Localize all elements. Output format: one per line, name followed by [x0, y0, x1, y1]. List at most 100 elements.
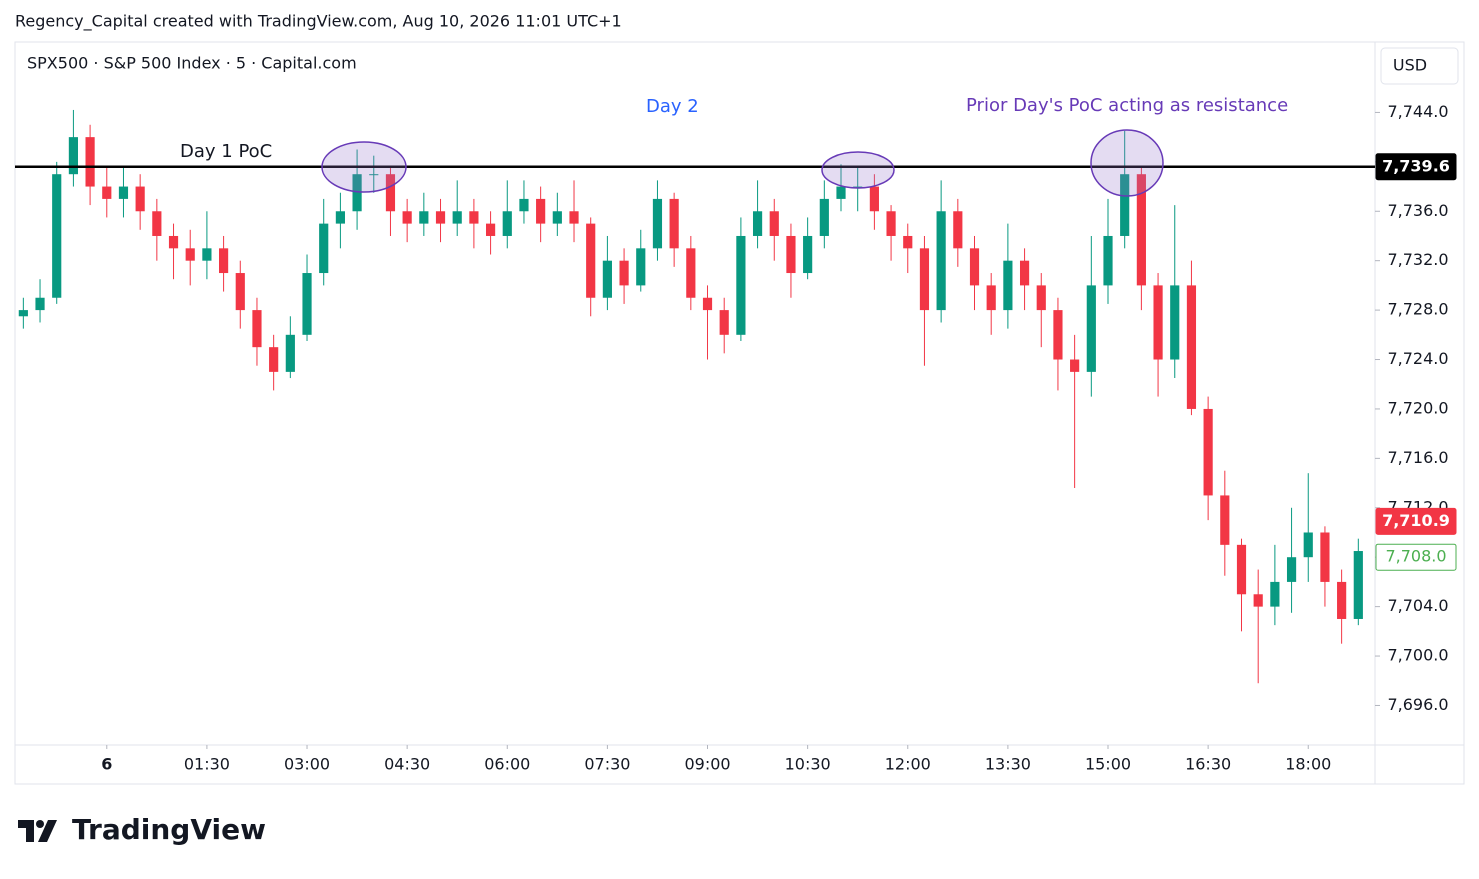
candle-body: [1036, 285, 1046, 311]
candle-body: [569, 211, 579, 224]
candle-body: [1270, 581, 1280, 607]
candle-body: [1003, 260, 1013, 311]
y-tick-label: 7,720.0: [1387, 398, 1448, 417]
x-tick-label: 04:30: [384, 755, 430, 774]
candle-body: [652, 198, 663, 249]
candle-body: [235, 273, 245, 311]
candle-body: [1220, 495, 1230, 545]
candle-body: [402, 211, 412, 224]
annotation: Day 1 PoC: [180, 141, 272, 162]
logo-text: TradingView: [72, 813, 266, 846]
annotation: Prior Day's PoC acting as resistance: [966, 95, 1288, 116]
candle-body: [85, 137, 95, 187]
candle-body: [185, 248, 195, 261]
y-tick-label: 7,744.0: [1387, 102, 1448, 121]
x-tick-label: 12:00: [885, 755, 931, 774]
y-tick-label: 7,696.0: [1387, 695, 1448, 714]
candle-body: [1153, 285, 1163, 360]
candle-body: [1203, 408, 1213, 496]
candle-body: [302, 273, 312, 335]
y-tick-label: 7,700.0: [1387, 646, 1448, 665]
credit: Regency_Capital created with TradingView…: [15, 12, 622, 32]
price-marker-label: 7,710.9: [1382, 511, 1450, 530]
x-tick-label: 18:00: [1285, 755, 1331, 774]
candle-body: [202, 248, 212, 261]
candle-body: [903, 235, 913, 249]
candle-body: [68, 137, 78, 175]
price-marker: [1375, 543, 1457, 571]
candle-body: [1120, 174, 1130, 236]
candle-body: [52, 174, 62, 298]
candle-body: [552, 211, 562, 224]
candle-body: [886, 211, 896, 236]
candle-body: [102, 186, 112, 199]
candle-body: [152, 211, 162, 236]
candle-body: [1019, 260, 1030, 286]
price-marker-label: 7,739.6: [1382, 156, 1450, 175]
y-tick-label: 7,704.0: [1387, 596, 1448, 615]
candle-body: [969, 248, 980, 286]
x-tick-label: 15:00: [1085, 755, 1131, 774]
candle-body: [252, 310, 262, 348]
x-tick-label: 06:00: [484, 755, 530, 774]
candle-body: [519, 198, 529, 212]
candle-body: [269, 347, 279, 372]
candle-body: [736, 235, 746, 335]
candle-body: [1136, 174, 1146, 286]
candle-body: [168, 235, 179, 249]
candle-body: [369, 174, 379, 176]
candle-body: [619, 260, 629, 286]
price-marker: [1375, 153, 1457, 181]
x-tick-label: 07:30: [584, 755, 630, 774]
y-tick-label: 7,732.0: [1387, 250, 1448, 269]
candle-body: [1286, 557, 1297, 582]
candle-body: [752, 211, 763, 236]
x-tick-label: 01:30: [184, 755, 230, 774]
candle-body: [1337, 581, 1347, 619]
candle-body: [803, 235, 813, 274]
candle-body: [452, 211, 462, 224]
annotation: Day 2: [646, 96, 699, 117]
candle-body: [719, 310, 729, 335]
candle-body: [1253, 594, 1263, 607]
candle-body: [919, 248, 930, 311]
candle-body: [702, 297, 713, 311]
plot: 7,696.07,700.07,704.07,708.07,712.07,716…: [15, 102, 1457, 774]
candle-body: [1086, 285, 1096, 372]
candle-body: [669, 198, 679, 249]
candle-body: [319, 223, 329, 274]
candle-body: [686, 248, 696, 298]
candle-body: [936, 211, 946, 311]
candle-body: [485, 223, 496, 236]
candle-body: [1170, 285, 1180, 360]
candle-body: [602, 260, 612, 298]
price-marker: [1375, 507, 1457, 535]
x-tick-label: 03:00: [284, 755, 330, 774]
candle-body: [1103, 235, 1113, 286]
candle-body: [953, 211, 963, 249]
candle-body: [385, 174, 396, 212]
candle-body: [853, 186, 863, 188]
candle-body: [986, 285, 996, 311]
highlight-ellipse: [321, 141, 407, 193]
x-tick-label: 16:30: [1185, 755, 1231, 774]
candle-body: [536, 198, 546, 224]
candle-body: [636, 248, 646, 286]
candle-body: [769, 211, 779, 236]
highlight-ellipse: [1090, 129, 1164, 197]
chart-frame: [14, 41, 1465, 785]
y-tick-label: 7,728.0: [1387, 300, 1448, 319]
candle-body: [1353, 551, 1363, 619]
y-tick-label: 7,716.0: [1387, 448, 1448, 467]
candle-body: [118, 186, 129, 199]
logo: TradingView: [18, 813, 266, 846]
symbol-title: SPX500 · S&P 500 Index · 5 · Capital.com: [27, 54, 357, 73]
x-tick-label: 6: [101, 755, 112, 774]
candle-body: [819, 198, 829, 236]
y-tick-label: 7,724.0: [1387, 349, 1448, 368]
candle-body: [352, 174, 362, 212]
currency-button[interactable]: [1380, 47, 1459, 85]
candle-body: [1053, 310, 1063, 360]
